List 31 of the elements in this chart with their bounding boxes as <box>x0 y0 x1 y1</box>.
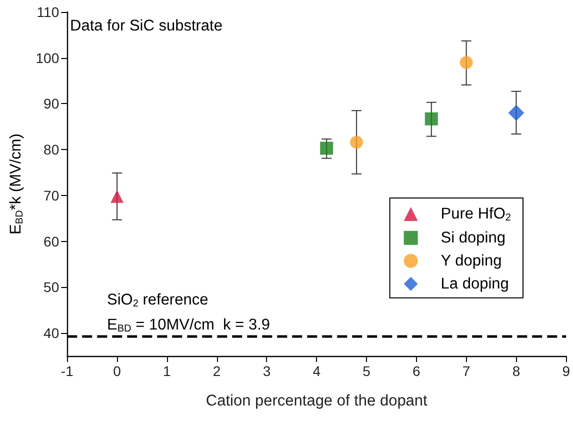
y-axis-title: EBD*k (MV/cm) <box>8 134 26 234</box>
y-tick-label: 50 <box>44 279 60 296</box>
annotation: Data for SiC substrate <box>70 18 222 34</box>
y-tick-label: 40 <box>44 325 60 342</box>
y-tick-label: 60 <box>44 233 60 250</box>
x-tick-label: -1 <box>60 363 74 379</box>
y-tick-label: 110 <box>36 4 60 20</box>
x-tick-label: 7 <box>462 363 470 379</box>
x-tick-label: 8 <box>512 363 520 379</box>
point <box>424 112 438 126</box>
x-tick-label: 1 <box>163 363 172 379</box>
point <box>508 104 524 121</box>
y-tick-label: 80 <box>44 142 60 158</box>
legend-label: La doping <box>440 275 509 292</box>
point <box>110 190 124 203</box>
y-tick-label: 90 <box>44 96 60 112</box>
y-tick-label: 100 <box>36 50 60 66</box>
point <box>460 56 473 69</box>
x-tick-label: 0 <box>113 363 122 379</box>
point <box>350 136 364 149</box>
x-tick-label: 9 <box>562 363 570 379</box>
legend-label: Si doping <box>440 229 506 246</box>
x-tick-label: 3 <box>262 363 271 379</box>
x-tick-label: 2 <box>212 363 221 379</box>
x-tick-label: 6 <box>412 363 421 379</box>
y-tick-label: 70 <box>44 187 60 204</box>
point <box>320 142 334 155</box>
x-axis-title: Cation percentage of the dopant <box>206 392 428 410</box>
x-tick-label: 5 <box>362 363 371 379</box>
x-tick-label: 4 <box>312 363 321 379</box>
legend-label: Y doping <box>440 252 502 270</box>
